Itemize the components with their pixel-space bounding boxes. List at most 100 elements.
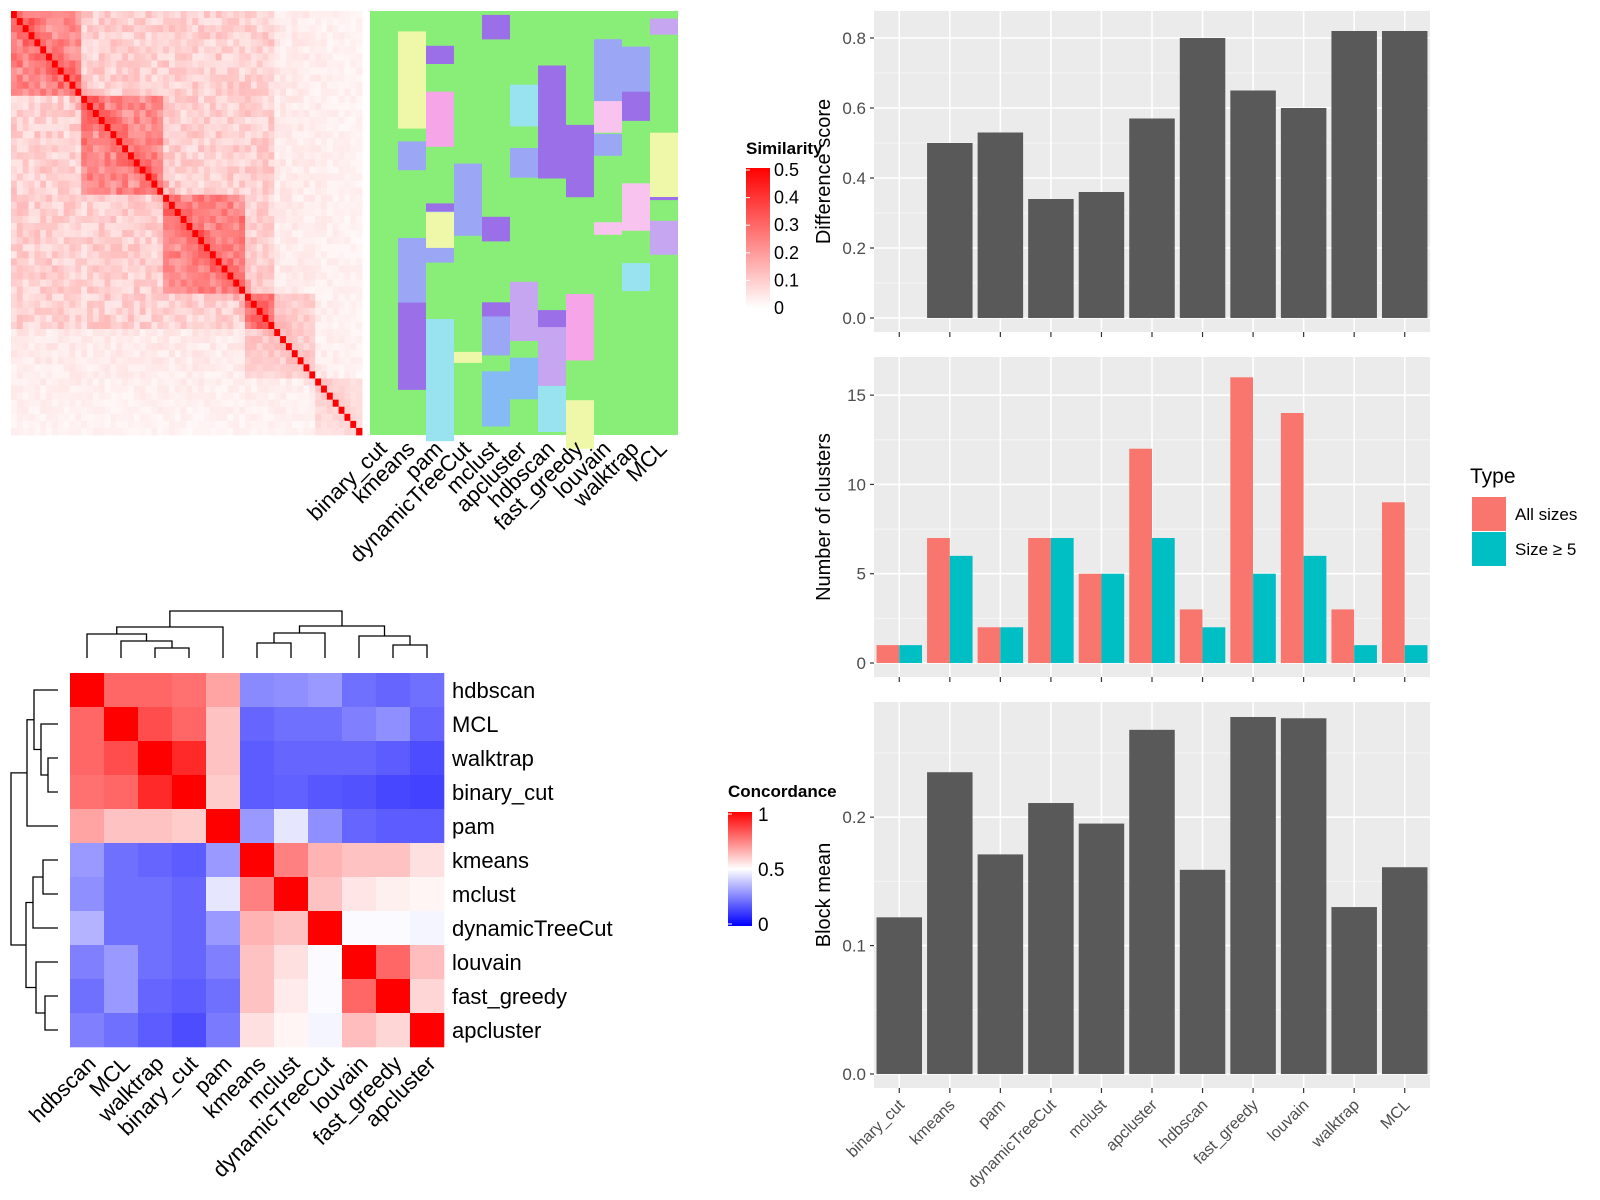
similarity-cell (204, 427, 211, 436)
similarity-cell (198, 300, 205, 309)
similarity-cell (87, 138, 94, 146)
similarity-cell (321, 293, 328, 302)
similarity-cell (326, 81, 334, 90)
similarity-cell (133, 131, 141, 139)
similarity-cell (192, 272, 199, 280)
similarity-cell (110, 138, 117, 146)
similarity-cell (22, 385, 29, 393)
similarity-cell (104, 279, 111, 287)
similarity-cell (268, 166, 275, 174)
similarity-cell (81, 208, 88, 217)
similarity-cell (87, 60, 94, 68)
similarity-cell (233, 32, 240, 40)
similarity-cell (104, 180, 111, 189)
similarity-cell (40, 102, 47, 111)
similarity-cell (291, 237, 299, 245)
similarity-cell (133, 67, 141, 75)
similarity-cell (22, 173, 29, 181)
similarity-cell (57, 131, 65, 139)
similarity-cell (297, 378, 304, 386)
similarity-cell (262, 413, 269, 422)
similarity-cell (221, 81, 228, 90)
similarity-cell (110, 88, 117, 97)
similarity-cell (227, 385, 234, 393)
similarity-cell (110, 371, 117, 379)
similarity-cell (174, 138, 182, 146)
similarity-cell (75, 406, 82, 415)
similarity-cell (204, 272, 211, 280)
similarity-cell (297, 357, 304, 365)
concordance-cell (172, 809, 207, 844)
similarity-cell (250, 350, 258, 358)
similarity-cell (256, 265, 263, 273)
similarity-cell (326, 329, 334, 337)
similarity-cell (192, 279, 199, 287)
similarity-cell (303, 364, 310, 372)
similarity-cell (110, 131, 117, 139)
similarity-cell (16, 201, 24, 210)
similarity-cell (116, 18, 123, 26)
similarity-cell (157, 399, 164, 408)
similarity-cell (245, 427, 252, 436)
similarity-cell (291, 364, 299, 372)
similarity-cell (163, 371, 170, 379)
similarity-cell (104, 336, 111, 344)
similarity-cell (168, 223, 176, 231)
similarity-cell (168, 32, 176, 40)
similarity-cell (280, 138, 287, 146)
similarity-cell (110, 53, 117, 61)
similarity-cell (22, 187, 29, 196)
similarity-cell (57, 265, 65, 273)
similarity-cell (139, 286, 146, 295)
similarity-cell (87, 201, 94, 210)
similarity-cell (221, 11, 228, 19)
similarity-cell (151, 230, 158, 238)
similarity-cell (28, 102, 35, 111)
similarity-cell (133, 201, 141, 210)
similarity-cell (174, 286, 182, 295)
similarity-cell (139, 124, 146, 132)
similarity-cell (98, 81, 105, 90)
similarity-cell (133, 329, 141, 337)
similarity-cell (81, 81, 88, 90)
similarity-cell (46, 413, 53, 422)
similarity-cell (227, 371, 234, 379)
similarity-cell (198, 427, 205, 436)
similarity-cell (256, 251, 263, 259)
similarity-cell (280, 102, 287, 111)
similarity-cell (163, 364, 170, 372)
similarity-cell (151, 138, 158, 146)
legend-key (1472, 497, 1506, 531)
similarity-cell (145, 406, 152, 415)
similarity-cell (98, 159, 105, 167)
similarity-cell (321, 187, 328, 196)
similarity-cell (221, 173, 228, 181)
similarity-cell (186, 258, 193, 266)
similarity-cell (139, 109, 146, 118)
similarity-cell (122, 180, 129, 189)
similarity-cell (34, 258, 41, 266)
similarity-cell (233, 109, 240, 118)
similarity-cell (75, 329, 82, 337)
similarity-cell (69, 67, 76, 75)
similarity-cell (297, 39, 304, 47)
similarity-cell (280, 265, 287, 273)
similarity-cell (139, 343, 146, 351)
similarity-cell (250, 53, 258, 61)
similarity-cell (145, 279, 152, 287)
similarity-cell (285, 11, 293, 19)
similarity-cell (268, 145, 275, 153)
similarity-cell (198, 18, 205, 26)
similarity-cell (28, 166, 35, 174)
concordance-cell (376, 945, 411, 980)
similarity-cell (128, 272, 135, 280)
similarity-cell (209, 321, 217, 330)
similarity-cell (192, 18, 199, 26)
similarity-cell (168, 138, 176, 146)
similarity-cell (57, 314, 65, 323)
similarity-cell (198, 67, 205, 75)
similarity-cell (81, 371, 88, 379)
similarity-cell (22, 208, 29, 217)
similarity-cell (34, 215, 41, 224)
similarity-cell (51, 336, 59, 344)
